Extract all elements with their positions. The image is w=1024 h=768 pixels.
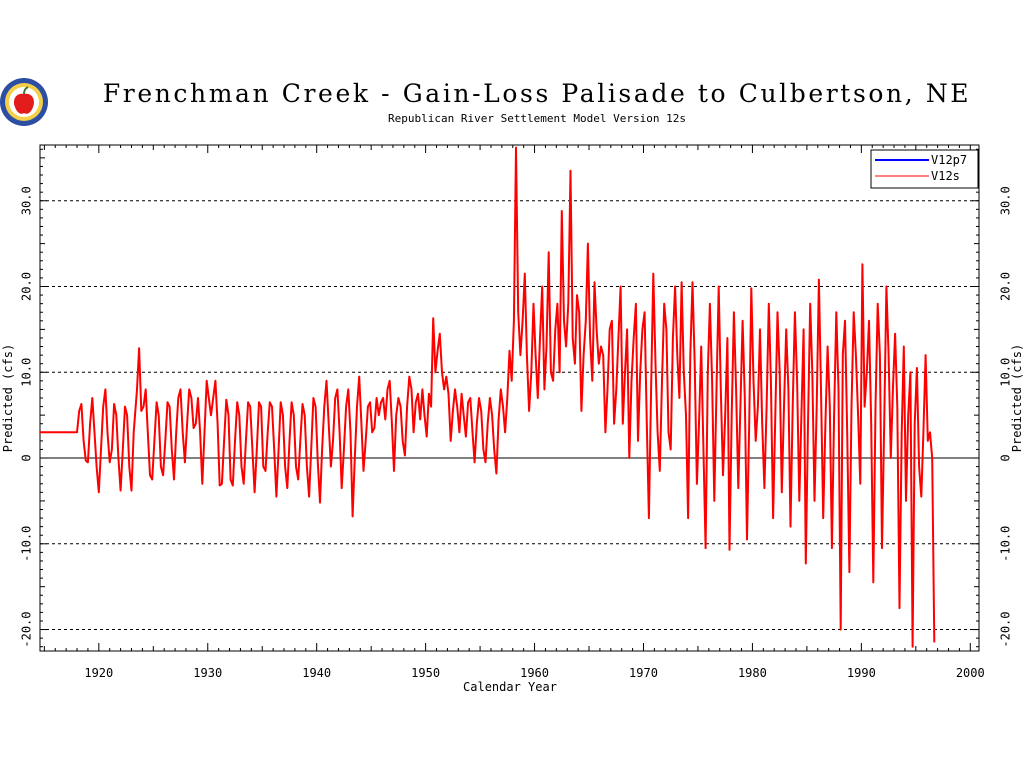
y-tick-label-left: -20.0: [20, 611, 34, 647]
y-tick-label-left: 0: [20, 454, 34, 461]
x-tick-label: 1970: [629, 666, 658, 680]
legend-label-v12s: V12s: [931, 169, 960, 183]
x-tick-label: 1990: [847, 666, 876, 680]
y-tick-label-left: -10.0: [20, 526, 34, 562]
legend-label-v12p7: V12p7: [931, 153, 967, 167]
y-tick-label-right: -20.0: [999, 611, 1013, 647]
apple-icon: [14, 93, 34, 114]
x-tick-label: 1980: [738, 666, 767, 680]
x-tick-label: 1960: [520, 666, 549, 680]
agency-logo: [0, 78, 48, 126]
x-tick-label: 1930: [193, 666, 222, 680]
legend-box: [870, 149, 979, 189]
y-tick-label-right: 10.0: [999, 358, 1013, 387]
y-tick-label-left: 30.0: [20, 186, 34, 215]
y-tick-label-left: 20.0: [20, 272, 34, 301]
series-line-v12s: [40, 146, 936, 648]
series-layer: [40, 146, 936, 648]
x-tick-label: 1940: [302, 666, 331, 680]
y-tick-label-right: 30.0: [999, 186, 1013, 215]
y-axis-label-right: Predicted (cfs): [1010, 344, 1024, 452]
y-tick-label-left: 10.0: [20, 358, 34, 387]
y-tick-label-right: -10.0: [999, 526, 1013, 562]
y-tick-label-right: 20.0: [999, 272, 1013, 301]
chart-title: Frenchman Creek - Gain-Loss Palisade to …: [103, 79, 971, 108]
axis-ticks: -20.0 -20.0 -10.0 -10.0 0 0 10.0 10.0 20.0 20.0 30…: [20, 145, 1013, 680]
x-tick-label: 2000: [956, 666, 985, 680]
legend: V12p7 V12s: [870, 149, 979, 189]
x-axis-label: Calendar Year: [463, 680, 557, 694]
chart-subtitle: Republican River Settlement Model Versio…: [388, 112, 686, 125]
x-tick-label: 1920: [84, 666, 113, 680]
y-axis-label-left: Predicted (cfs): [1, 344, 15, 452]
x-tick-label: 1950: [411, 666, 440, 680]
y-tick-label-right: 0: [999, 454, 1013, 461]
